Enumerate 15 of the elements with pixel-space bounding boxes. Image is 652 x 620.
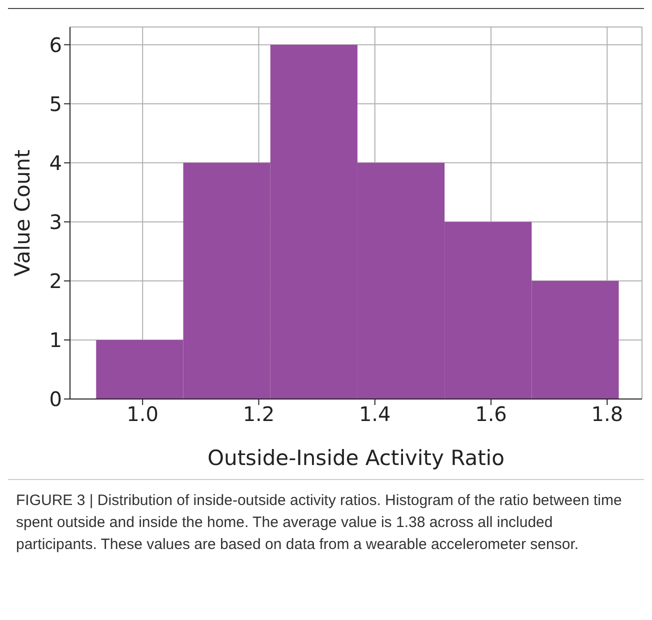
y-tick-label: 0 (49, 387, 62, 412)
x-tick-label: 1.8 (591, 402, 624, 426)
x-tick-label: 1.4 (358, 402, 391, 426)
x-tick-label: 1.0 (126, 402, 158, 426)
x-axis-title: Outside-Inside Activity Ratio (207, 446, 505, 470)
x-tick-label: 1.2 (242, 402, 275, 426)
y-tick-label: 6 (49, 32, 62, 57)
caption: FIGURE 3 | Distribution of inside-outside activity ratios. Histogram of the ratio between time spent outside and inside the home. The average value is 1.38 across all included participants. These values are based on data from a wearable accelerometer sensor. (16, 491, 623, 555)
y-tick-label: 4 (49, 150, 62, 175)
y-tick-label: 3 (49, 210, 62, 234)
x-tick-label: 1.6 (475, 402, 507, 426)
y-tick-label: 5 (49, 92, 62, 116)
y-axis-title: Value Count (10, 150, 34, 276)
y-tick-label: 2 (49, 269, 62, 294)
y-tick-label: 1 (49, 328, 62, 352)
